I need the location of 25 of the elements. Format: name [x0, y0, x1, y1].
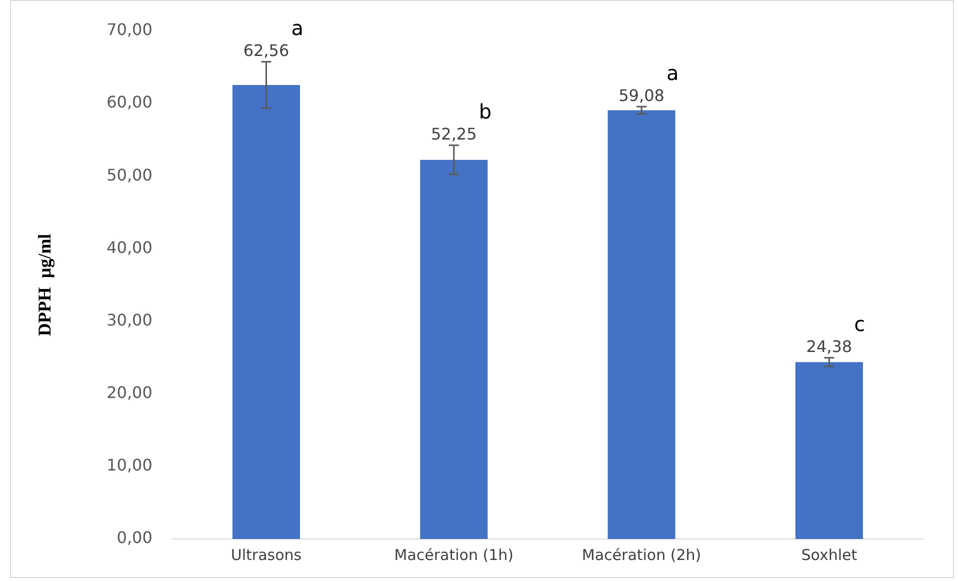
- data-label: 62,56: [243, 40, 290, 60]
- y-tick-label: 10,00: [106, 456, 152, 475]
- x-tick-label: Soxhlet: [801, 546, 858, 564]
- y-tick-label: 60,00: [106, 92, 152, 112]
- y-tick-label: 20,00: [106, 383, 152, 402]
- y-axis-title: DPPH µg/ml: [34, 234, 54, 336]
- annotation: a: [666, 60, 679, 85]
- bar: [232, 84, 300, 539]
- annotation: a: [291, 16, 304, 40]
- annotation: c: [854, 312, 866, 336]
- bar: [608, 110, 676, 539]
- y-tick-label: 70,00: [106, 20, 152, 40]
- x-tick-label: Macération (2h): [582, 546, 702, 564]
- y-tick-label: 0,00: [116, 528, 152, 548]
- bar: [795, 362, 863, 539]
- x-tick-label: Macération (1h): [394, 546, 514, 564]
- y-tick-label: 30,00: [106, 310, 152, 330]
- data-label: 52,25: [430, 124, 477, 144]
- x-tick-label: Ultrasons: [230, 546, 302, 564]
- bar: [420, 160, 488, 539]
- data-label: 59,08: [618, 86, 664, 105]
- data-label: 24,38: [806, 336, 852, 356]
- annotation: b: [478, 100, 492, 124]
- y-tick-label: 50,00: [106, 165, 152, 184]
- y-tick-label: 40,00: [106, 238, 152, 257]
